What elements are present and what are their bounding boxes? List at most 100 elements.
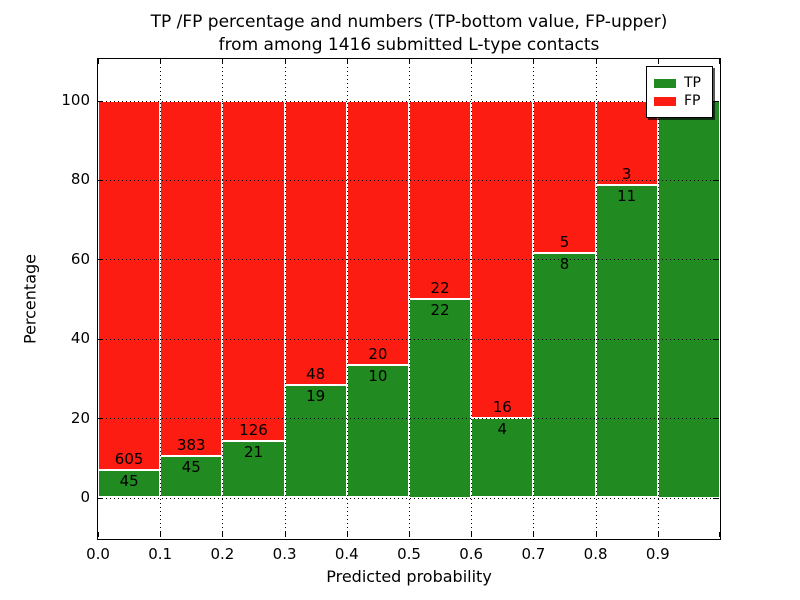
y-tick-mark <box>98 339 103 340</box>
fp-count-label: 383 <box>176 435 206 454</box>
vertical-gridline <box>658 59 659 539</box>
tp-count-label: 45 <box>181 457 201 476</box>
vertical-gridline <box>160 59 161 539</box>
y-tick-mark <box>98 259 103 260</box>
fp-count-label: 605 <box>114 450 144 469</box>
x-tick-mark <box>596 59 597 64</box>
fp-count-label: 126 <box>239 420 268 439</box>
fp-count-label: 22 <box>430 279 450 297</box>
horizontal-gridline <box>98 498 720 499</box>
legend-row-fp: FP <box>654 93 705 109</box>
x-tick-mark <box>471 532 472 537</box>
tp-bar-segment <box>346 365 409 498</box>
tp-bar-segment <box>284 384 347 498</box>
x-tick-mark <box>658 532 659 537</box>
plot-area: 605453834512621481920102222164583113 <box>97 58 721 540</box>
x-tick-mark <box>658 59 659 64</box>
vertical-gridline <box>222 59 223 539</box>
x-tick-mark <box>98 59 99 64</box>
legend-row-tp: TP <box>654 75 705 91</box>
tp-color-swatch <box>654 78 676 88</box>
x-tick-mark <box>222 532 223 537</box>
fp-count-label: 16 <box>492 398 512 417</box>
fp-bar-segment <box>533 100 596 254</box>
x-tick-mark <box>160 59 161 64</box>
tp-count-label: 10 <box>368 367 388 386</box>
legend-label-tp: TP <box>684 75 701 91</box>
fp-bar-segment <box>222 100 285 441</box>
y-tick-mark <box>98 418 103 419</box>
x-tick-label: 0.4 <box>334 545 359 563</box>
y-tick-label: 40 <box>70 329 90 348</box>
fp-bar-segment <box>346 100 409 366</box>
y-tick-mark <box>713 259 718 260</box>
tp-bar-segment <box>98 470 161 498</box>
vertical-gridline <box>471 59 472 539</box>
y-tick-mark <box>713 418 718 419</box>
horizontal-gridline <box>98 339 720 340</box>
x-tick-label: 0.2 <box>210 545 235 563</box>
vertical-gridline <box>596 59 597 539</box>
x-tick-mark <box>719 532 720 537</box>
x-tick-mark <box>409 532 410 537</box>
x-tick-label: 0.7 <box>521 545 546 563</box>
tp-count-label: 4 <box>497 420 508 439</box>
legend-label-fp: FP <box>684 93 701 109</box>
chart-title: TP /FP percentage and numbers (TP-bottom… <box>59 11 759 57</box>
legend: TP FP <box>646 66 713 118</box>
x-tick-mark <box>533 59 534 64</box>
x-axis-label: Predicted probability <box>326 567 492 586</box>
y-tick-label: 20 <box>70 408 90 427</box>
vertical-gridline <box>409 59 410 539</box>
tp-bar-segment <box>409 299 472 498</box>
x-tick-mark <box>98 532 99 537</box>
tp-count-label: 21 <box>243 442 264 461</box>
x-tick-label: 0.5 <box>397 545 421 563</box>
y-tick-label: 0 <box>80 488 90 506</box>
fp-bar-segment <box>98 100 161 471</box>
x-tick-mark <box>533 532 534 537</box>
chart-title-line1: TP /FP percentage and numbers (TP-bottom… <box>150 12 668 32</box>
y-tick-label: 80 <box>70 170 90 189</box>
vertical-gridline <box>533 59 534 539</box>
x-tick-mark <box>160 532 161 537</box>
x-tick-mark <box>596 532 597 537</box>
y-tick-mark <box>98 101 103 102</box>
horizontal-gridline <box>98 418 720 419</box>
y-tick-mark <box>98 498 103 499</box>
fp-count-label: 3 <box>621 165 632 184</box>
tp-bar-segment <box>533 253 596 498</box>
chart-title-line2: from among 1416 submitted L-type contact… <box>218 35 600 55</box>
horizontal-gridline <box>98 101 720 102</box>
tp-bar-segment <box>657 100 720 498</box>
vertical-gridline <box>347 59 348 539</box>
tp-bar-segment <box>160 455 223 498</box>
y-tick-mark <box>713 101 718 102</box>
y-axis-label: Percentage <box>20 253 40 345</box>
tp-count-label: 45 <box>119 472 139 491</box>
tp-count-label: 8 <box>559 255 570 274</box>
x-tick-mark <box>285 59 286 64</box>
x-tick-mark <box>347 532 348 537</box>
x-tick-label: 0.3 <box>272 545 297 563</box>
y-tick-mark <box>713 339 718 340</box>
y-tick-mark <box>713 180 718 181</box>
y-tick-mark <box>98 180 103 181</box>
fp-count-label: 20 <box>368 345 388 364</box>
tp-count-label: 22 <box>430 301 450 319</box>
y-tick-label: 60 <box>70 249 90 268</box>
tp-bar-segment <box>595 185 658 498</box>
fp-bar-segment <box>409 100 472 299</box>
x-tick-label: 0.1 <box>148 545 173 563</box>
x-tick-label: 0.6 <box>459 545 484 563</box>
x-tick-mark <box>471 59 472 64</box>
fp-count-label: 5 <box>559 233 570 252</box>
y-tick-label: 100 <box>61 91 90 109</box>
x-tick-label: 0.0 <box>86 545 110 563</box>
fp-count-label: 48 <box>306 364 326 383</box>
vertical-gridline <box>285 59 286 539</box>
fp-bar-segment <box>160 100 223 456</box>
x-tick-mark <box>222 59 223 64</box>
horizontal-gridline <box>98 259 720 260</box>
